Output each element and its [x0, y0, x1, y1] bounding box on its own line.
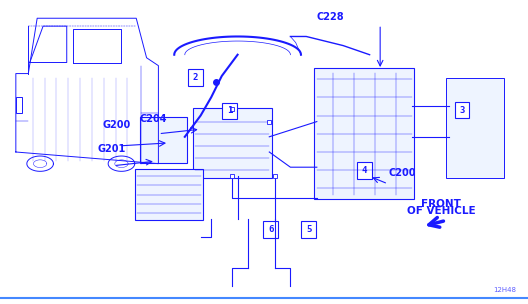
FancyBboxPatch shape	[455, 102, 469, 118]
FancyBboxPatch shape	[314, 68, 414, 199]
FancyBboxPatch shape	[357, 162, 372, 179]
Text: 2: 2	[193, 73, 198, 82]
Text: G201: G201	[98, 144, 126, 154]
Text: G200: G200	[103, 120, 131, 130]
Text: FRONT: FRONT	[421, 199, 461, 209]
FancyBboxPatch shape	[140, 117, 187, 163]
FancyBboxPatch shape	[446, 78, 504, 178]
FancyBboxPatch shape	[193, 108, 272, 178]
Text: 6: 6	[268, 225, 274, 234]
Text: OF VEHICLE: OF VEHICLE	[407, 206, 475, 216]
Text: C228: C228	[316, 12, 344, 22]
FancyBboxPatch shape	[301, 221, 316, 238]
Text: 3: 3	[459, 105, 465, 115]
Text: C204: C204	[140, 114, 167, 124]
FancyBboxPatch shape	[135, 169, 203, 220]
FancyBboxPatch shape	[263, 221, 278, 238]
FancyBboxPatch shape	[188, 69, 203, 86]
Text: 1: 1	[227, 106, 232, 116]
Text: 4: 4	[362, 166, 367, 175]
Text: C200: C200	[388, 168, 416, 178]
Bar	[16, 97, 22, 113]
Text: 5: 5	[306, 225, 312, 234]
Text: 12H48: 12H48	[494, 287, 517, 293]
FancyBboxPatch shape	[222, 102, 237, 119]
